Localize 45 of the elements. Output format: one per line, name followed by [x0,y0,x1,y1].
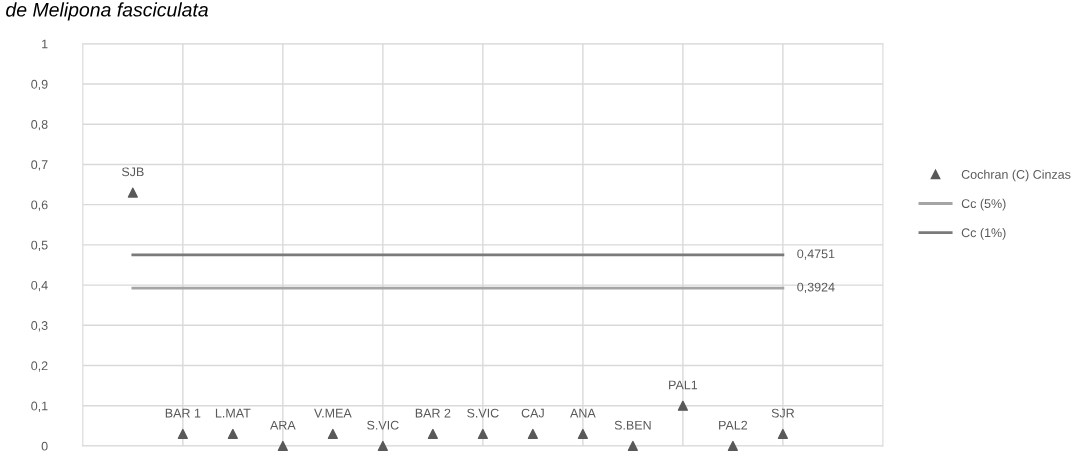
point [577,428,588,439]
point [377,440,388,452]
point [327,428,338,439]
point [477,428,488,439]
point [177,428,188,439]
y-tick-label: 0 [41,441,48,451]
y-tick-label: 0,9 [31,79,48,91]
x-tick-label: S.VIC [467,408,499,418]
y-tick-label: 0,3 [31,321,48,332]
data-label: 0,3924 [797,282,835,293]
x-tick-label: PAL1 [669,380,698,390]
x-tick-label: SJB [121,167,144,177]
y-tick-label: 0,4 [31,280,48,292]
legend-label: Cc (5%) [961,198,1006,211]
y-tick-label: 0,5 [31,240,48,251]
point [677,400,688,411]
point [127,187,138,198]
x-tick-label: PAL2 [719,420,748,430]
legend-label: Cochran (C) Cinzas [961,169,1071,182]
x-tick-label: S.BEN [614,420,651,430]
point [627,440,638,452]
point [527,428,538,439]
x-tick-label: BAR 1 [165,408,201,418]
x-tick-label: L.MAT [215,408,251,418]
x-tick-label: SJR [771,408,795,418]
x-tick-label: ARA [270,420,296,430]
data-label: 0,4751 [797,249,835,260]
x-tick-label: BAR 2 [415,408,451,418]
y-tick-label: 0,8 [31,120,48,131]
point [427,428,438,439]
x-tick-label: S.VIC [367,420,399,430]
y-tick-label: 0,2 [31,361,48,372]
point [277,440,288,452]
legend-label: Cc (1%) [961,227,1006,240]
x-tick-label: V.MEA [314,408,352,418]
y-tick-label: 0,1 [31,401,48,412]
point [227,428,238,439]
y-tick-label: 0,7 [31,160,48,171]
x-tick-label: ANA [570,408,596,418]
point [727,440,738,452]
y-tick-label: 1 [42,39,48,49]
y-tick-label: 0,6 [31,200,48,211]
chart-title: de Melipona fasciculata [6,2,208,21]
x-tick-label: CAJ [521,408,544,418]
point [777,428,788,439]
